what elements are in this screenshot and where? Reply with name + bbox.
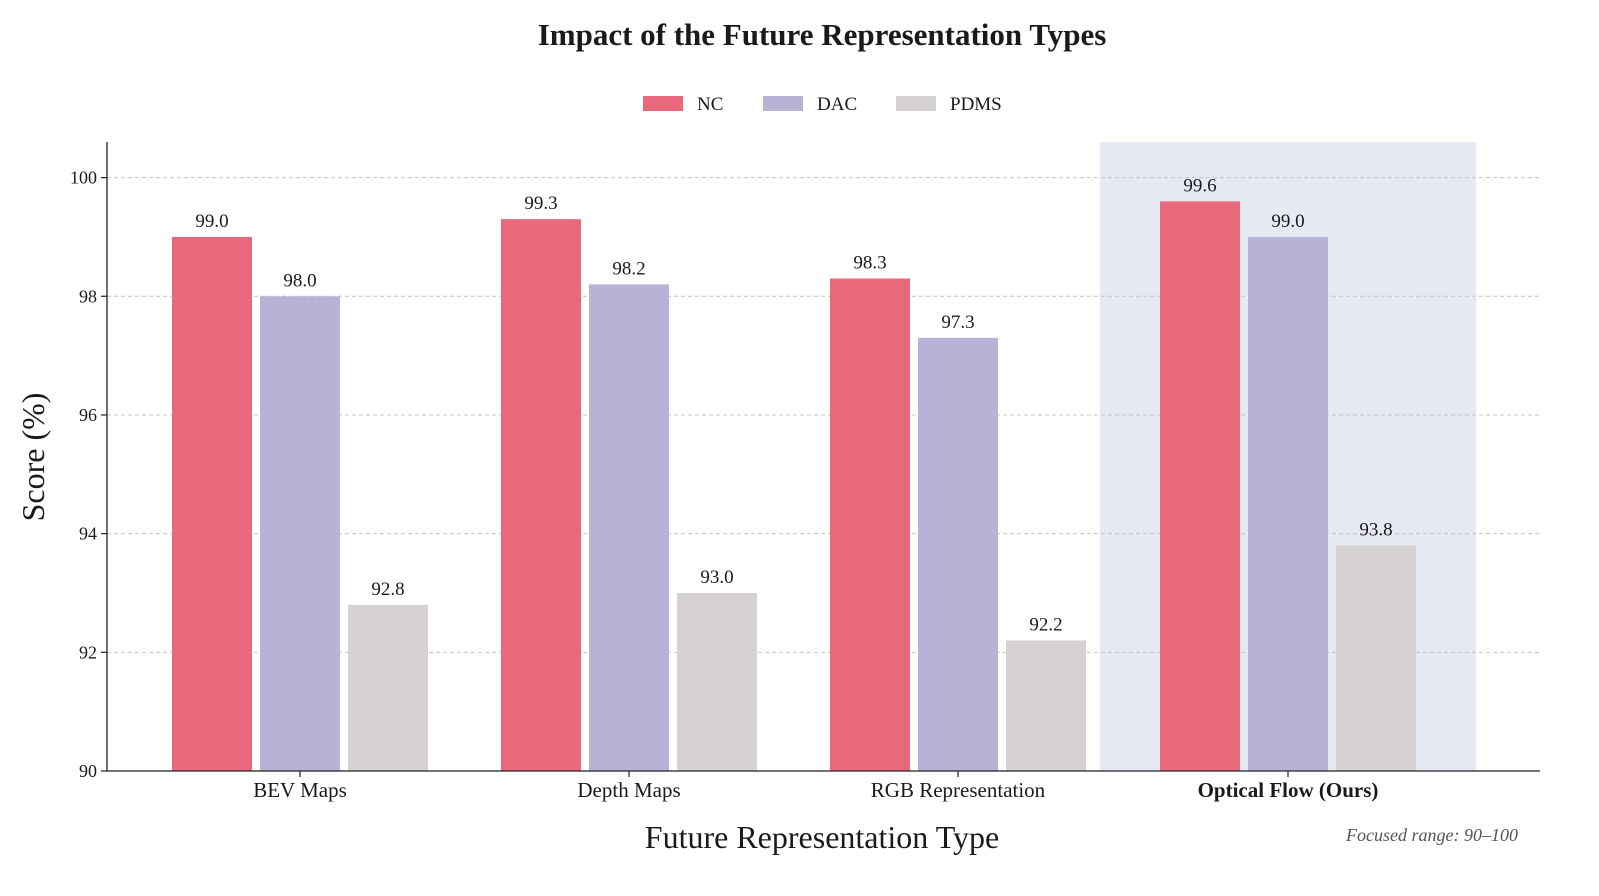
data-label: 92.8 <box>371 579 404 600</box>
data-label: 92.2 <box>1029 614 1062 635</box>
bar-pdms-1 <box>348 604 428 771</box>
y-tick-label: 94 <box>79 524 97 544</box>
data-label: 98.3 <box>853 252 886 273</box>
chart-title: Impact of the Future Representation Type… <box>538 17 1107 52</box>
data-label: 93.0 <box>700 567 733 588</box>
bar-dac-3 <box>918 337 998 771</box>
bar-dac-4 <box>1248 236 1328 772</box>
bar-pdms-3 <box>1006 640 1086 771</box>
bar-nc-3 <box>830 278 910 771</box>
x-tick-label: BEV Maps <box>253 778 347 802</box>
legend-label-pdms: PDMS <box>950 94 1002 115</box>
data-label: 98.0 <box>283 270 316 291</box>
axes: 90 92 94 96 98 100 BEV Maps Depth Maps RGB Repre… <box>70 142 1540 802</box>
bar-nc-2 <box>501 219 581 772</box>
bar-nc-4 <box>1160 201 1240 772</box>
data-label: 99.6 <box>1183 175 1216 196</box>
y-tick-label: 92 <box>79 642 97 662</box>
data-label: 99.3 <box>524 193 557 214</box>
y-tick-label: 100 <box>70 168 97 188</box>
bars <box>172 201 1416 772</box>
data-label: 93.8 <box>1359 520 1392 541</box>
grid-lines <box>107 177 1540 653</box>
y-tick-label: 90 <box>79 761 97 781</box>
data-label: 97.3 <box>941 312 974 333</box>
legend-swatch-dac <box>763 96 803 111</box>
legend-label-dac: DAC <box>817 94 857 115</box>
bar-pdms-2 <box>677 592 757 771</box>
bar-pdms-4 <box>1336 545 1416 771</box>
y-axis-title: Score (%) <box>15 393 51 522</box>
data-label: 98.2 <box>612 258 645 279</box>
x-axis-title: Future Representation Type <box>645 819 999 855</box>
bar-dac-2 <box>589 284 669 771</box>
bar-dac-1 <box>260 296 340 771</box>
bar-nc-1 <box>172 236 252 772</box>
x-tick-label: Depth Maps <box>577 778 680 802</box>
y-tick-label: 98 <box>79 286 97 306</box>
y-tick-label: 96 <box>79 405 97 425</box>
x-tick-label: RGB Representation <box>871 778 1046 802</box>
range-annotation: Focused range: 90–100 <box>1345 825 1518 845</box>
legend: NC DAC PDMS <box>643 94 1002 115</box>
data-label: 99.0 <box>195 211 228 232</box>
data-labels: 99.0 99.3 98.3 99.6 98.0 98.2 97.3 99.0 92.8 93.0… <box>195 175 1392 635</box>
legend-label-nc: NC <box>697 94 723 115</box>
x-tick-label: Optical Flow (Ours) <box>1198 778 1379 802</box>
legend-swatch-nc <box>643 96 683 111</box>
data-label: 99.0 <box>1271 211 1304 232</box>
legend-swatch-pdms <box>896 96 936 111</box>
